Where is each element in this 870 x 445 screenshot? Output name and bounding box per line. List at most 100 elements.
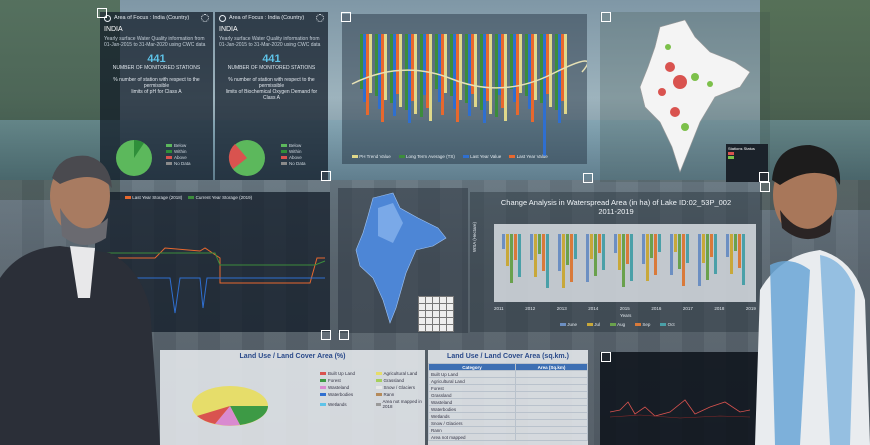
- series-line-blue: [100, 277, 325, 314]
- frame-corner-marker: [341, 12, 351, 22]
- india-outline: [639, 19, 751, 173]
- waterspread-bar: [586, 234, 589, 282]
- bar: [558, 34, 561, 123]
- frame-corner-marker: [321, 171, 331, 181]
- frame-corner-marker: [97, 8, 107, 18]
- table-row: Wetlands: [428, 412, 588, 420]
- summary-text: Yearly surface Water Quality information…: [219, 36, 321, 48]
- monitored-stations-count: 441: [262, 53, 281, 65]
- waterspread-bar: [742, 234, 745, 285]
- bar: [525, 34, 528, 96]
- station-marker: [707, 81, 713, 87]
- bar: [366, 34, 369, 115]
- waterspread-bar: [678, 234, 681, 269]
- table-row: Wasteland: [428, 398, 588, 406]
- bar: [501, 34, 504, 108]
- bar: [465, 34, 468, 103]
- frame-corner-marker: [583, 173, 593, 183]
- bar: [519, 34, 522, 93]
- series-line-darkred: [609, 414, 751, 419]
- station-marker: [691, 73, 699, 81]
- pie-legend: Below Within Above No Data: [166, 142, 191, 167]
- waterspread-legend: June Jul Aug Sep Oct: [560, 322, 675, 327]
- waterspread-bar: [534, 234, 537, 277]
- series-line-red: [609, 399, 751, 417]
- waterspread-bar: [590, 234, 593, 259]
- bar: [360, 34, 363, 89]
- frame-corner-marker: [601, 12, 611, 22]
- bar: [510, 34, 513, 89]
- bar: [474, 34, 477, 107]
- waterspread-bar: [658, 234, 661, 252]
- monitored-stations-count: 441: [147, 53, 166, 65]
- table-row: Area not mapped: [428, 433, 588, 441]
- series-line-green: [100, 252, 326, 266]
- waterspread-bar: [698, 234, 701, 286]
- waterspread-bar: [710, 234, 713, 257]
- frame-corner-marker: [759, 172, 769, 182]
- bar: [396, 34, 399, 94]
- bar: [540, 34, 543, 103]
- pie-slice-above: [228, 144, 247, 169]
- bar: [381, 34, 384, 122]
- map-legend: Stations Status: [726, 144, 768, 182]
- bar: [471, 34, 474, 94]
- waterspread-title: Change Analysis in Waterspread Area (in …: [500, 198, 732, 207]
- waterspread-bar: [566, 234, 569, 265]
- bar: [546, 34, 549, 94]
- landuse-table: Category Area (Sq.km) Built Up Land Agri…: [428, 363, 588, 441]
- landuse-table-panel: Land Use / Land Cover Area (sq.km.) Cate…: [428, 350, 588, 445]
- settings-icon[interactable]: [201, 14, 209, 22]
- india-rainfall-map: [355, 192, 447, 324]
- person-smiling-man-image: [755, 145, 870, 445]
- small-line-chart-panel: [600, 352, 760, 445]
- waterspread-bar: [642, 234, 645, 264]
- location-icon: [219, 14, 226, 22]
- waterspread-bar: [570, 234, 573, 282]
- waterspread-bar: [558, 234, 561, 271]
- bar: [438, 34, 441, 102]
- bar: [390, 34, 393, 103]
- bar: [504, 34, 507, 121]
- waterspread-bar: [546, 234, 549, 288]
- table-row: Rann: [428, 426, 588, 434]
- waterspread-bar: [510, 234, 513, 283]
- bar: [543, 34, 546, 156]
- bar: [480, 34, 483, 110]
- ph-pie-chart: [116, 139, 152, 176]
- waterspread-bar: [542, 234, 545, 271]
- bar: [459, 34, 462, 100]
- pie-title: % number of station with respect to the …: [225, 77, 318, 101]
- waterspread-bar: [682, 234, 685, 286]
- bar: [420, 34, 423, 117]
- table-row: Snow / Glaciers: [428, 419, 588, 427]
- waterspread-bar: [618, 234, 621, 270]
- landuse-pie-title: Land Use / Land Cover Area (%): [239, 353, 346, 360]
- waterspread-bar: [686, 234, 689, 263]
- station-marker: [681, 123, 689, 131]
- waterspread-bar: [562, 234, 565, 288]
- bar: [414, 34, 417, 114]
- waterspread-bar: [626, 234, 629, 264]
- bar: [405, 34, 408, 110]
- waterspread-bar: [594, 234, 597, 276]
- pie-slice-forest: [230, 406, 268, 425]
- ph-trend-bar-chart: [351, 34, 587, 156]
- panel-header: Area of Focus : India (Country): [215, 12, 328, 24]
- table-row: Built Up Land: [428, 370, 588, 378]
- waterspread-x-axis: 2011 2012 2013 2014 2015 2016 2017 2018 2019: [494, 306, 756, 311]
- waterspread-bar: [518, 234, 521, 277]
- settings-icon[interactable]: [316, 14, 324, 22]
- station-marker: [665, 44, 671, 50]
- waterspread-bar: [506, 234, 509, 266]
- bar: [408, 34, 411, 123]
- landuse-legend: Built Up Land Agricultural Land Forest G…: [320, 370, 425, 410]
- bar: [534, 34, 537, 100]
- waterspread-bar: [714, 234, 717, 274]
- bar: [393, 34, 396, 116]
- rainfall-map-panel: [338, 188, 468, 333]
- waterspread-bar: [726, 234, 729, 257]
- india-map: [639, 19, 751, 173]
- bar: [375, 34, 378, 96]
- frame-corner-marker: [321, 330, 331, 340]
